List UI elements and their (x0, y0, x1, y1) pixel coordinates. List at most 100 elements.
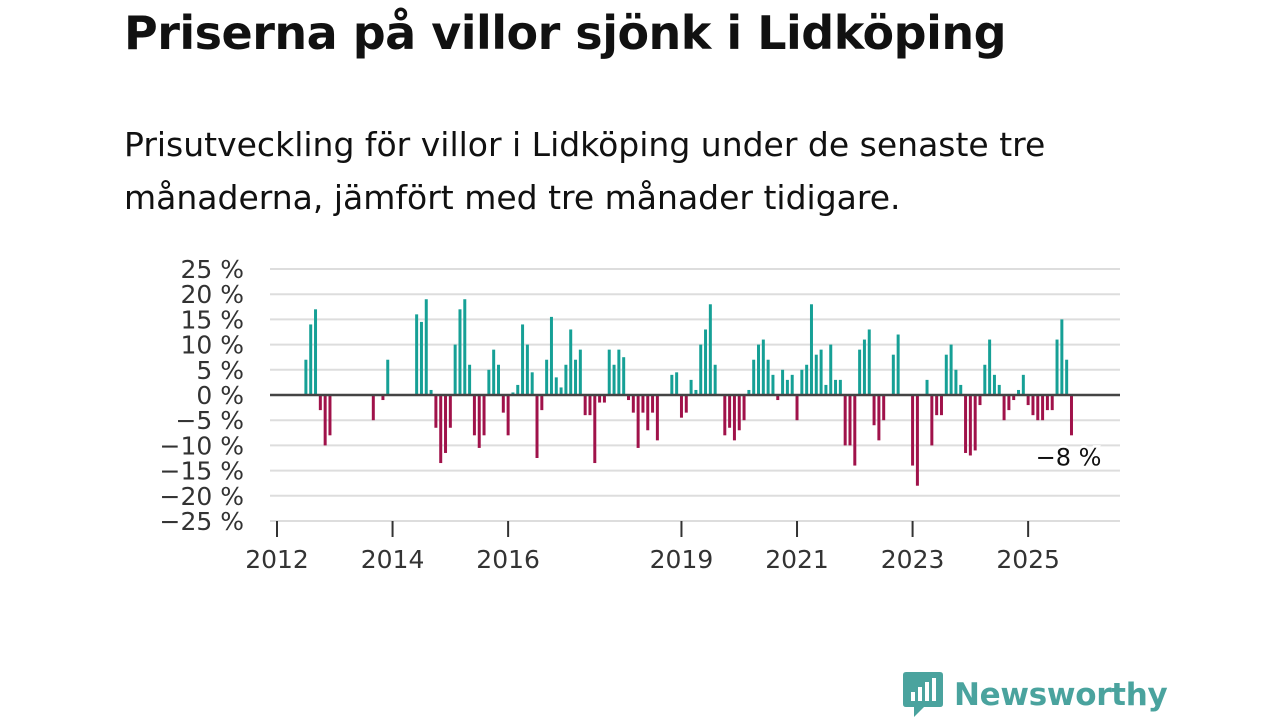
bar (444, 395, 448, 453)
bar (458, 309, 462, 395)
bar (574, 359, 578, 395)
bar (617, 349, 621, 395)
bar (569, 329, 573, 395)
bar (429, 389, 433, 395)
bar-chart-logo-icon (903, 672, 943, 717)
bar (530, 372, 534, 395)
bar (1050, 395, 1054, 411)
y-tick-label: 10 % (180, 331, 244, 360)
bar (419, 321, 423, 395)
bar (1045, 395, 1049, 411)
bar (525, 344, 529, 395)
bar (448, 395, 452, 428)
bar (1065, 359, 1069, 395)
bar (848, 395, 852, 446)
bar (492, 349, 496, 395)
bar (944, 354, 948, 395)
bar (583, 395, 587, 416)
bar (670, 374, 674, 395)
bar (593, 395, 597, 464)
bar (1055, 339, 1059, 395)
bar (992, 374, 996, 395)
y-tick-label: 25 % (180, 255, 244, 284)
bar (554, 377, 558, 395)
bar (867, 329, 871, 395)
bar (771, 374, 775, 395)
bar (309, 324, 313, 395)
bar (1060, 319, 1064, 395)
newsworthy-logo[interactable]: Newsworthy (902, 670, 1168, 720)
bar (752, 359, 756, 395)
x-tick-label: 2014 (361, 545, 425, 574)
bar (627, 395, 630, 401)
bar (843, 395, 847, 446)
bar (858, 349, 862, 395)
bar (997, 384, 1001, 395)
bar (728, 395, 732, 428)
x-axis: 2012 2014 2016 2019 2021 2023 2025 (245, 521, 1060, 574)
y-tick-label: 0 % (196, 381, 244, 410)
x-tick-label: 2019 (650, 545, 714, 574)
bar (1041, 395, 1045, 421)
bar (482, 395, 486, 436)
bar (631, 395, 635, 413)
bar (564, 364, 568, 395)
bar (757, 344, 760, 395)
x-tick-label: 2012 (245, 545, 309, 574)
y-tick-label: −5 % (175, 406, 244, 435)
x-tick-label: 2025 (996, 545, 1060, 574)
y-tick-label: −25 % (160, 507, 244, 536)
bar (549, 316, 553, 395)
bar (988, 339, 992, 395)
bar (747, 389, 751, 395)
bar (964, 395, 968, 453)
bar (511, 392, 515, 395)
bar (785, 379, 789, 395)
bar (872, 395, 876, 426)
y-tick-label: 20 % (180, 280, 244, 309)
bar (959, 384, 963, 395)
bar (415, 314, 419, 395)
bar (776, 395, 780, 401)
bar (434, 395, 438, 428)
bar (588, 395, 592, 416)
bar (939, 395, 943, 416)
bar (607, 349, 611, 395)
y-tick-label: −20 % (160, 482, 244, 511)
bar (477, 395, 481, 448)
bar (781, 369, 785, 395)
bar (314, 309, 318, 395)
bar (424, 299, 428, 395)
bar (732, 395, 736, 441)
bar (853, 395, 857, 466)
bar (829, 344, 833, 395)
bar-chart: 25 %20 %15 %10 %5 %0 %−5 %−10 %−15 %−20 … (160, 255, 1120, 574)
bar (501, 395, 505, 413)
bar (795, 395, 799, 421)
bar (824, 384, 828, 395)
bar (838, 379, 842, 395)
bar (453, 344, 457, 395)
bar (954, 369, 958, 395)
bar (699, 344, 703, 395)
bar (1021, 374, 1025, 395)
bar (790, 374, 794, 395)
bar (684, 395, 688, 413)
bar (521, 324, 525, 395)
bar (679, 395, 683, 418)
bar-series (304, 299, 1073, 486)
bar (371, 395, 375, 421)
bar (646, 395, 650, 431)
bar (468, 364, 472, 395)
x-tick-label: 2021 (765, 545, 829, 574)
bar (949, 344, 953, 395)
y-tick-label: 15 % (180, 305, 244, 334)
bar (381, 395, 385, 401)
bar (1031, 395, 1035, 416)
bar (463, 299, 467, 395)
bar (675, 372, 679, 395)
bar (978, 395, 982, 406)
bar (497, 364, 500, 395)
last-value-label: −8 % (1036, 443, 1102, 471)
bar (1017, 389, 1021, 395)
